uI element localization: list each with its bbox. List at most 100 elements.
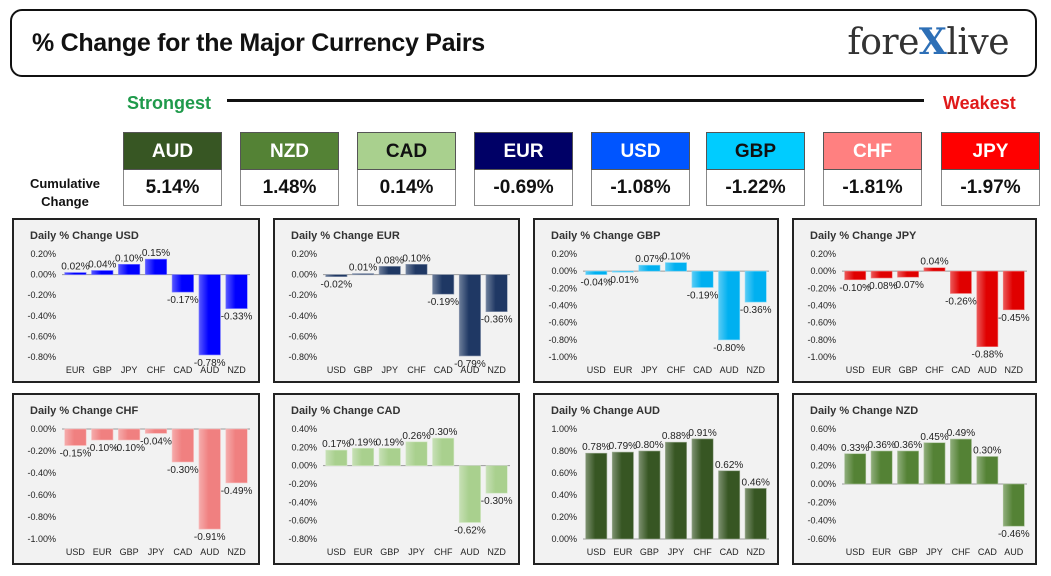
bar-cad [432,274,455,295]
data-label: -0.79% [454,359,486,370]
x-category-label: GBP [380,547,399,557]
chart-title: Daily % Change JPY [810,230,917,242]
currency-box-aud: AUD 5.14% [123,132,222,206]
bar-gbp [638,450,661,540]
y-tick-label: -0.80% [807,335,836,345]
data-label: 0.07% [635,254,663,265]
x-category-label: CAD [693,365,713,375]
currency-box-jpy: JPY -1.97% [941,132,1040,206]
data-label: 0.91% [688,428,716,439]
y-tick-label: -0.40% [288,497,317,507]
data-label: 0.19% [349,437,377,448]
bar-chf [432,437,455,466]
data-label: -0.19% [687,290,719,301]
y-tick-label: 0.60% [810,424,836,434]
x-category-label: JPY [121,365,138,375]
y-tick-label: 0.80% [551,446,577,456]
data-label: -0.80% [713,343,745,354]
x-category-label: CHF [147,365,166,375]
x-category-label: AUD [200,547,220,557]
chart-title: Daily % Change AUD [551,405,660,417]
bar-cad [691,270,714,288]
y-tick-label: 0.20% [551,249,577,259]
x-category-label: AUD [720,365,740,375]
y-tick-label: -0.60% [288,331,317,341]
data-label: 0.30% [973,446,1001,457]
bar-jpy [405,441,428,466]
currency-cumulative-value: -1.08% [591,170,690,206]
data-label: 0.04% [920,257,948,268]
data-label: -0.36% [481,315,513,326]
bar-chart: Daily % Change GBP 0.20% 0.00% -0.20% -0.40%… [548,230,771,375]
x-category-label: NZD [487,365,506,375]
y-tick-label: -0.20% [288,290,317,300]
x-category-label: USD [327,547,347,557]
data-label: -0.49% [221,486,253,497]
y-tick-label: -0.20% [807,497,836,507]
y-tick-label: 0.20% [810,461,836,471]
bar-aud [458,274,481,357]
bar-cad [718,470,741,540]
data-label: 0.79% [609,441,637,452]
y-tick-label: 0.00% [30,270,56,280]
x-category-label: JPY [408,547,425,557]
currency-cumulative-value: -1.81% [823,170,922,206]
chart-panel-usd: Daily % Change USD 0.20% 0.00% -0.20% -0.40%… [12,218,260,383]
bar-eur [91,428,114,441]
forexlive-logo: foreXlive [847,21,1009,63]
data-label: 0.10% [662,252,690,263]
x-category-label: CHF [667,365,686,375]
chart-title: Daily % Change NZD [810,405,918,417]
y-tick-label: -0.40% [807,516,836,526]
bar-chf [923,267,946,272]
y-tick-label: -0.60% [288,516,317,526]
bar-chart: Daily % Change CHF 0.00% -0.20% -0.40% -0.60… [27,405,253,557]
bar-nzd [744,488,767,540]
currency-cumulative-value: 5.14% [123,170,222,206]
bar-aud [976,270,999,348]
data-label: 0.26% [402,431,430,442]
bar-eur [870,270,893,279]
bar-gbp [897,270,919,278]
y-tick-label: 0.00% [551,266,577,276]
y-tick-label: 0.00% [291,270,317,280]
chart-panel-nzd: Daily % Change NZD 0.60% 0.40% 0.20% 0.00% -0… [792,393,1037,565]
y-tick-label: -0.60% [27,490,56,500]
y-tick-label: -0.40% [27,311,56,321]
x-category-label: EUR [872,547,892,557]
y-tick-label: -1.00% [27,534,56,544]
chart-panel-cad: Daily % Change CAD 0.40% 0.20% 0.00% -0.20% -… [273,393,520,565]
y-tick-label: 0.00% [291,461,317,471]
chart-title: Daily % Change USD [30,230,139,242]
y-tick-label: 0.00% [551,534,577,544]
x-category-label: USD [587,547,607,557]
bar-jpy [118,263,141,275]
data-label: 0.19% [376,437,404,448]
y-tick-label: -0.80% [288,352,317,362]
bar-chart: Daily % Change NZD 0.60% 0.40% 0.20% 0.00% -0… [807,405,1029,557]
y-tick-label: -0.40% [27,468,56,478]
y-tick-label: -0.80% [27,352,56,362]
x-category-label: AUD [978,365,998,375]
data-label: 0.01% [349,263,377,274]
data-label: -0.10% [86,443,118,454]
chart-title: Daily % Change EUR [291,230,400,242]
chart-panel-eur: Daily % Change EUR 0.20% 0.00% -0.20% -0.40%… [273,218,520,383]
data-label: 0.36% [894,440,922,451]
x-category-label: CHF [952,547,971,557]
data-label: 0.46% [742,477,770,488]
x-category-label: CAD [978,547,998,557]
bar-eur [870,450,893,485]
bar-gbp [352,273,375,275]
y-tick-label: 0.00% [810,266,836,276]
currency-code: JPY [941,132,1040,170]
chart-title: Daily % Change CAD [291,405,400,417]
currency-box-eur: EUR -0.69% [474,132,573,206]
bar-cad [171,274,194,293]
x-category-label: EUR [613,365,633,375]
y-tick-label: -1.00% [548,352,577,362]
x-category-label: CHF [434,547,453,557]
bar-jpy [378,266,401,275]
y-tick-label: 0.20% [291,442,317,452]
data-label: -0.10% [839,283,871,294]
